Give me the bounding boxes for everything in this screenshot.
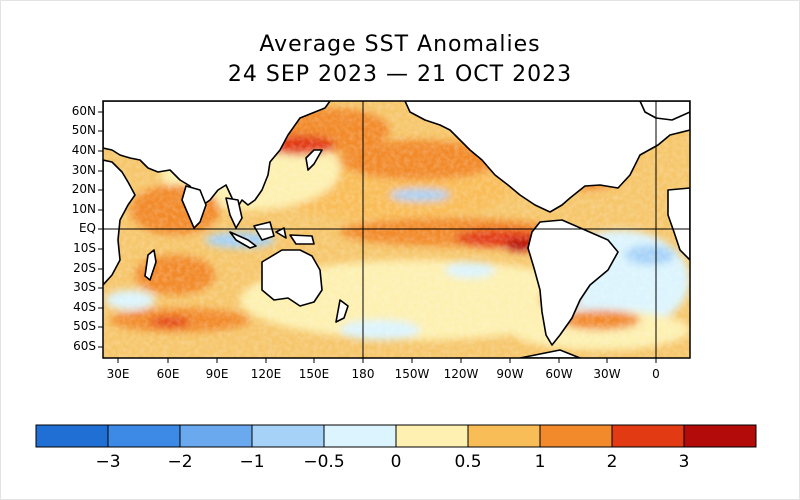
japan-islands xyxy=(305,149,323,171)
colorbar-bin-7 xyxy=(468,425,540,447)
indonesia-islands xyxy=(229,221,315,249)
north-america-landmass xyxy=(404,101,690,213)
colorbar-bin-8 xyxy=(540,425,612,447)
lon-label-180: 180 xyxy=(351,367,375,381)
lon-label-150e: 150E xyxy=(298,367,330,381)
australia-landmass xyxy=(261,249,323,307)
map-date-range: 24 SEP 2023 — 21 OCT 2023 xyxy=(227,62,573,87)
colorbar-bin-4 xyxy=(252,425,324,447)
colorbar-label-0: 0 xyxy=(390,452,402,472)
madagascar-landmass xyxy=(144,249,157,281)
antarctica-landmass xyxy=(519,349,581,358)
colorbar-label-0-5: 0.5 xyxy=(454,452,482,472)
lat-label-40s: 40S xyxy=(73,300,96,314)
colorbar-bin-9 xyxy=(612,425,684,447)
colorbar-bin-2 xyxy=(108,425,180,447)
lon-label-90w: 90W xyxy=(496,367,524,381)
grid-lines xyxy=(103,101,690,358)
colorbar-bin-10 xyxy=(684,425,756,447)
lat-label-40n: 40N xyxy=(71,143,96,157)
india-landmass xyxy=(181,185,207,229)
colorbar-label-neg0-5: −0.5 xyxy=(303,452,345,472)
colorbar-bin-5 xyxy=(324,425,396,447)
lat-label-30n: 30N xyxy=(71,163,96,177)
land-masses xyxy=(103,101,690,358)
colorbar-label-1: 1 xyxy=(534,452,546,472)
lon-label-30e: 30E xyxy=(106,367,130,381)
colorbar-bin-6 xyxy=(396,425,468,447)
lon-label-90e: 90E xyxy=(205,367,229,381)
lat-label-50n: 50N xyxy=(71,123,96,137)
colorbar-label-2: 2 xyxy=(606,452,618,472)
africa-landmass xyxy=(103,159,136,286)
lon-label-60w: 60W xyxy=(545,367,573,381)
lon-label-0: 0 xyxy=(652,367,660,381)
lat-label-eq: EQ xyxy=(78,221,96,235)
lat-label-50s: 50S xyxy=(73,319,96,333)
lon-ticks xyxy=(117,358,657,363)
colorbar-label-neg2: −2 xyxy=(167,452,193,472)
lat-label-10n: 10N xyxy=(71,202,96,216)
lat-label-30s: 30S xyxy=(73,280,96,294)
west-africa-landmass xyxy=(667,187,690,261)
greenland-landmass xyxy=(639,101,690,121)
colorbar-bin-1 xyxy=(36,425,108,447)
lat-label-60s: 60S xyxy=(73,339,96,353)
lon-label-120e: 120E xyxy=(250,367,282,381)
lat-label-60n: 60N xyxy=(71,104,96,118)
lat-label-20n: 20N xyxy=(71,182,96,196)
south-america-landmass xyxy=(527,219,619,346)
asia-landmass xyxy=(103,101,331,211)
lon-label-30w: 30W xyxy=(593,367,621,381)
lon-label-60e: 60E xyxy=(156,367,180,381)
map-title: Average SST Anomalies xyxy=(259,32,541,57)
colorbar xyxy=(35,424,757,448)
lon-label-120w: 120W xyxy=(443,367,479,381)
lat-ticks xyxy=(98,111,103,348)
colorbar-label-3: 3 xyxy=(678,452,690,472)
lon-label-150w: 150W xyxy=(394,367,430,381)
new-zealand-landmass xyxy=(335,299,349,323)
colorbar-bin-3 xyxy=(180,425,252,447)
lat-label-10s: 10S xyxy=(73,241,96,255)
colorbar-label-neg1: −1 xyxy=(239,452,265,472)
lat-label-20s: 20S xyxy=(73,261,96,275)
indochina-landmass xyxy=(225,197,243,229)
colorbar-label-neg3: −3 xyxy=(95,452,121,472)
